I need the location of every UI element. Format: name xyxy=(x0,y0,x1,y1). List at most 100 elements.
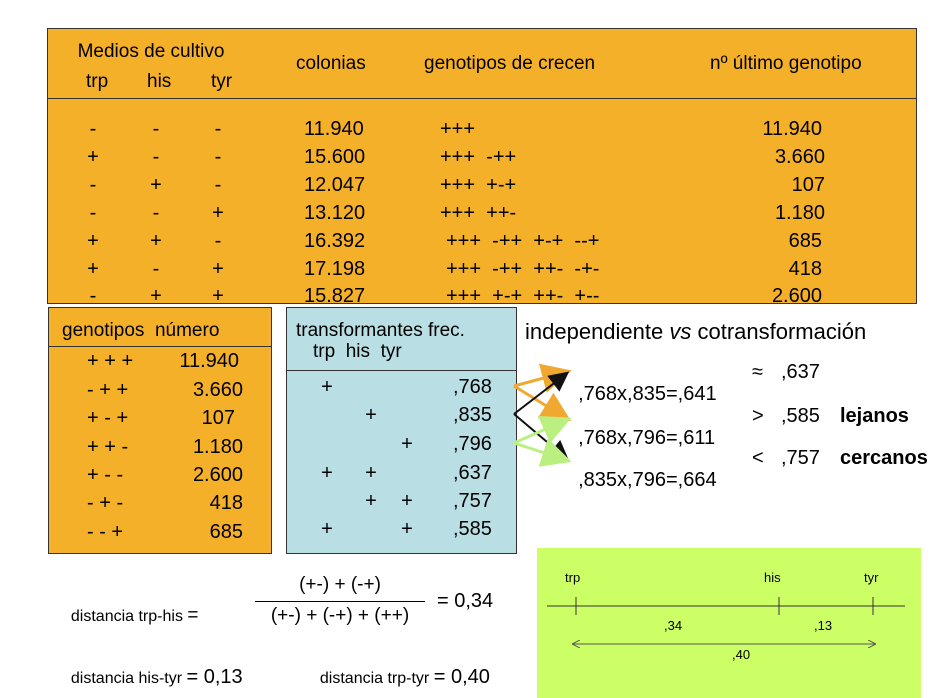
distancia-trp-his-label: distancia trp-his = xyxy=(70,605,199,626)
cell-tyr: + xyxy=(401,490,413,512)
map-label-trp: trp xyxy=(565,570,581,585)
table-row: - - + 13.120 +++ ++- 1.180 xyxy=(48,202,916,230)
list-item: - - + 685 xyxy=(49,521,271,549)
numero: 418 xyxy=(209,492,243,514)
formula-numerator: (+-) + (-+) xyxy=(299,574,381,595)
cell-his: + xyxy=(365,490,377,512)
table-row: - + - 12.047 +++ +-+ 107 xyxy=(48,174,916,202)
cell-colonias: 11.940 xyxy=(304,118,364,140)
map-lines xyxy=(547,597,905,698)
transf-subheader: trp his tyr xyxy=(313,341,402,362)
header-divider xyxy=(48,98,916,99)
header-ultimo: nº último genotipo xyxy=(710,53,862,74)
cell-frec: ,835 xyxy=(453,404,492,426)
arrow-768-to-row2 xyxy=(513,384,572,422)
comparison-op: > xyxy=(752,405,764,427)
cell-colonias: 13.120 xyxy=(304,202,366,224)
cell-frec: ,757 xyxy=(453,490,492,512)
comparison-row: ,768x,796=,611 xyxy=(567,405,715,449)
list-item: + + - 1.180 xyxy=(49,436,271,464)
calc: ,768x,835=,641 xyxy=(578,383,717,405)
cell-tyr: + xyxy=(401,518,413,540)
cell-frec: ,796 xyxy=(453,433,492,455)
cell-genotipos: +++ -++ xyxy=(440,146,517,168)
cell-his: - xyxy=(152,146,160,168)
cell-frec: ,637 xyxy=(453,462,492,484)
cell-colonias: 12.047 xyxy=(304,174,366,196)
list-item: + - + 107 xyxy=(49,407,271,435)
comparison-val: ,585 xyxy=(781,405,820,427)
table-row: + - + 17.198 +++ -++ ++- -+- 418 xyxy=(48,258,916,286)
header-colonias: colonias xyxy=(296,53,366,74)
genotipo: + + + xyxy=(87,350,134,372)
genotipo: - - + xyxy=(87,521,124,543)
cell-colonias: 15.600 xyxy=(304,146,366,168)
cell-trp: - xyxy=(89,118,97,140)
label-cercanos: cercanos xyxy=(840,447,928,469)
map-label-tyr: tyr xyxy=(864,570,879,585)
cell-genotipos: +++ ++- xyxy=(440,202,517,224)
cell-ultimo: 685 xyxy=(788,230,822,252)
cell-trp: + xyxy=(87,230,99,252)
cell-trp: - xyxy=(89,202,97,224)
list-item: - + + 3.660 xyxy=(49,379,271,407)
cell-his: + xyxy=(365,462,377,484)
main-table: Medios de cultivo trp his tyr colonias g… xyxy=(47,28,917,304)
cell-colonias: 17.198 xyxy=(304,258,366,280)
table-row: - + + 15.827 +++ +-+ ++- +-- 2.600 xyxy=(48,285,916,303)
genotipo: + - + xyxy=(87,407,129,429)
list-item: + + ,585 xyxy=(287,518,516,546)
cell-genotipos: +++ -++ +-+ --+ xyxy=(446,230,600,252)
header-tyr: tyr xyxy=(211,71,233,92)
cell-frec: ,768 xyxy=(453,376,492,398)
header-his: his xyxy=(147,71,172,92)
distancia-trp-his-value: = 0,34 xyxy=(437,590,494,612)
cell-trp: - xyxy=(89,174,97,196)
table-row: - - - 11.940 +++ 11.940 xyxy=(48,118,916,146)
cell-colonias: 16.392 xyxy=(304,230,366,252)
header-trp: trp xyxy=(86,71,109,92)
arrow-835-to-row1 xyxy=(513,371,570,415)
cell-his: + xyxy=(150,174,162,196)
genotipo: - + + xyxy=(87,379,129,401)
numero: 3.660 xyxy=(192,379,243,401)
list-item: + ,796 xyxy=(287,433,516,461)
numero: 685 xyxy=(209,521,243,543)
cell-ultimo: 11.940 xyxy=(762,118,822,140)
cell-tyr: + xyxy=(212,202,224,224)
arrow-796-to-row3 xyxy=(513,438,572,467)
cell-frec: ,585 xyxy=(453,518,492,540)
comparison-row: ,768x,835=,641 xyxy=(567,361,717,405)
cell-his: - xyxy=(152,202,160,224)
cell-tyr: + xyxy=(212,285,224,303)
genotipo: + + - xyxy=(87,436,129,458)
list-item: + + + 11.940 xyxy=(49,350,271,378)
cell-genotipos: +++ +-+ xyxy=(440,174,517,196)
numero: 1.180 xyxy=(192,436,243,458)
cell-his: + xyxy=(150,230,162,252)
cell-trp: + xyxy=(87,146,99,168)
label-lejanos: lejanos xyxy=(840,405,909,427)
genotipo: - + - xyxy=(87,492,124,514)
cell-trp: + xyxy=(321,518,333,540)
numero: 107 xyxy=(201,407,235,429)
genotipo: + - - xyxy=(87,464,124,486)
genotipos-header: genotipos número xyxy=(62,320,220,341)
list-item: + + ,757 xyxy=(287,490,516,518)
calc: ,768x,796=,611 xyxy=(578,427,716,449)
comparison-row: ,835x,796=,664 xyxy=(567,447,716,491)
cell-ultimo: 418 xyxy=(788,258,822,280)
table-row: + - - 15.600 +++ -++ 3.660 xyxy=(48,146,916,174)
cell-colonias: 15.827 xyxy=(304,285,366,303)
fraction-bar xyxy=(255,601,425,602)
genotipos-divider xyxy=(49,346,271,347)
cell-tyr: - xyxy=(214,174,222,196)
distancia-his-tyr: distancia his-tyr = 0,13 xyxy=(70,666,243,688)
cell-ultimo: 1.180 xyxy=(774,202,825,224)
cell-ultimo: 2.600 xyxy=(771,285,822,303)
comparison-title: independiente vs cotransformación xyxy=(525,319,867,344)
cell-his: - xyxy=(152,118,160,140)
map-distance-trp-tyr: ,40 xyxy=(732,647,751,662)
list-item: + ,835 xyxy=(287,404,516,432)
